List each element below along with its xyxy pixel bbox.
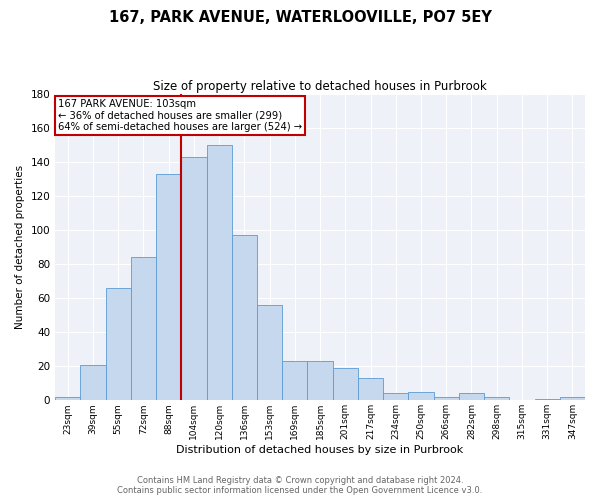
- Bar: [257, 305, 282, 400]
- Bar: [383, 394, 409, 400]
- Text: 167, PARK AVENUE, WATERLOOVILLE, PO7 5EY: 167, PARK AVENUE, WATERLOOVILLE, PO7 5EY: [109, 10, 491, 25]
- Bar: [106, 288, 131, 401]
- Text: Contains HM Land Registry data © Crown copyright and database right 2024.
Contai: Contains HM Land Registry data © Crown c…: [118, 476, 482, 495]
- Bar: [307, 361, 332, 401]
- Bar: [459, 394, 484, 400]
- Bar: [535, 398, 560, 400]
- Bar: [434, 397, 459, 400]
- Bar: [80, 364, 106, 400]
- Text: 167 PARK AVENUE: 103sqm
← 36% of detached houses are smaller (299)
64% of semi-d: 167 PARK AVENUE: 103sqm ← 36% of detache…: [58, 99, 302, 132]
- Y-axis label: Number of detached properties: Number of detached properties: [15, 165, 25, 330]
- Bar: [206, 145, 232, 401]
- Bar: [55, 397, 80, 400]
- Bar: [409, 392, 434, 400]
- Bar: [156, 174, 181, 400]
- Bar: [131, 258, 156, 400]
- Bar: [560, 397, 585, 400]
- Bar: [484, 397, 509, 400]
- Bar: [282, 361, 307, 401]
- Bar: [332, 368, 358, 400]
- Bar: [232, 236, 257, 400]
- Bar: [181, 157, 206, 400]
- Bar: [358, 378, 383, 400]
- X-axis label: Distribution of detached houses by size in Purbrook: Distribution of detached houses by size …: [176, 445, 464, 455]
- Title: Size of property relative to detached houses in Purbrook: Size of property relative to detached ho…: [153, 80, 487, 93]
